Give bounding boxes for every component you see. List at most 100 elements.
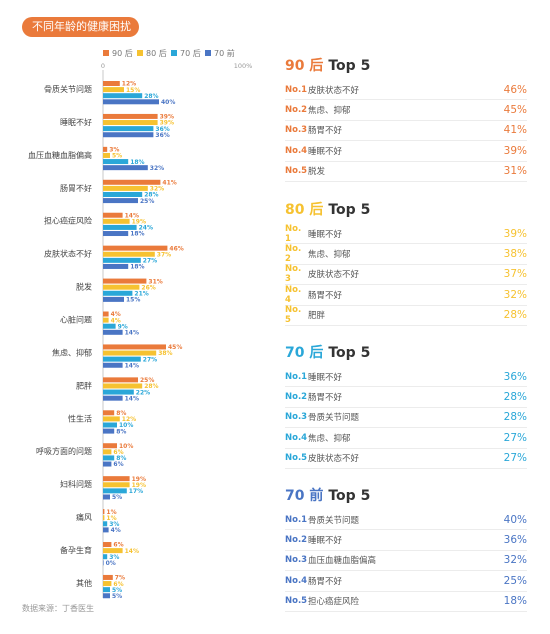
rank-number: No.4 [285, 145, 308, 156]
ranking-row: No.5 脱发 31% [285, 162, 527, 182]
rank-number: No.1 [285, 84, 308, 95]
bar-value-label: 14% [125, 330, 139, 337]
bar [103, 494, 110, 500]
rank-number: No. 2 [285, 244, 302, 265]
bar [103, 377, 138, 383]
rank-number: No.3 [285, 555, 308, 566]
bar-value-label: 25% [140, 377, 154, 384]
bar-value-label: 12% [122, 81, 136, 88]
x-axis-tick-label: 0 [101, 62, 105, 70]
rank-number: No. 5 [285, 305, 302, 326]
bar-value-label: 19% [132, 482, 146, 489]
legend-swatch [171, 50, 177, 56]
bar [103, 191, 143, 197]
rank-item-name: 骨质关节问题 [308, 515, 360, 526]
bar-value-label: 14% [125, 395, 139, 402]
rank-percent: 37% [503, 268, 527, 281]
bar [103, 120, 158, 126]
ranking-title: 70 后 Top 5 [285, 343, 527, 363]
legend-label: 70 后 [180, 48, 201, 58]
ranking-top-label: Top 5 [328, 58, 371, 74]
bar-value-label: 14% [125, 548, 139, 555]
bar [103, 581, 112, 587]
rank-item-name: 睡眠不好 [308, 372, 343, 383]
legend-swatch [205, 50, 211, 56]
rank-percent: 40% [503, 513, 527, 526]
rank-number: No.4 [285, 432, 308, 443]
bar [103, 560, 104, 566]
ranking-row: No.2 肠胃不好 28% [285, 387, 527, 408]
ranking-title: 80 后 Top 5 [285, 200, 527, 220]
ranking-generation: 70 后 [285, 345, 324, 361]
rank-percent: 45% [503, 104, 527, 117]
bar-value-label: 31% [148, 278, 162, 285]
category-label: 睡眠不好 [60, 117, 92, 127]
rank-percent: 25% [503, 574, 527, 587]
bar-value-label: 32% [150, 186, 164, 193]
ranking-row: No.1 骨质关节问题 40% [285, 510, 527, 531]
ranking-generation: 90 后 [285, 58, 324, 74]
rank-item-name: 肠胃不好 [308, 576, 343, 587]
x-axis-tick-label: 100% [234, 62, 253, 70]
bar [103, 455, 115, 461]
category-label: 骨质关节问题 [44, 84, 92, 94]
rank-percent: 18% [503, 595, 527, 608]
category-label: 妇科问题 [60, 479, 92, 489]
ranking-row: No.5 担心癌症风险 18% [285, 592, 527, 612]
rank-item-name: 皮肤状态不好 [308, 454, 360, 465]
rank-number: No. 1 [285, 223, 302, 244]
rank-item-name: 焦虑、抑郁 [308, 250, 351, 261]
ranking-title: 90 后 Top 5 [285, 56, 527, 76]
bar-value-label: 38% [158, 350, 172, 357]
rank-percent: 46% [503, 83, 527, 96]
bar [103, 179, 161, 185]
ranking-generation: 70 前 [285, 488, 324, 504]
bar [103, 212, 123, 218]
bar-value-label: 6% [113, 542, 123, 549]
ranking-row: No. 5 肥胖 28% [285, 305, 527, 326]
rank-item-name: 血压血糖血脂偏高 [308, 556, 377, 567]
bar-value-label: 4% [111, 311, 121, 318]
bar [103, 284, 140, 290]
rank-percent: 39% [503, 144, 527, 157]
bar-chart: 90 后 80 后 70 后 70 前0 100%骨质关节问题12%15%28%40%睡… [28, 48, 253, 600]
bar [103, 126, 154, 132]
bar-value-label: 36% [155, 126, 169, 133]
bar [103, 482, 130, 488]
bar [103, 165, 148, 171]
rank-number: No. 4 [285, 284, 302, 305]
rank-item-name: 肠胃不好 [308, 393, 343, 404]
legend-label: 80 后 [146, 48, 167, 58]
rank-number: No. 3 [285, 264, 302, 285]
ranking-row: No. 1 睡眠不好 39% [285, 223, 527, 245]
data-source-note: 数据来源：丁香医生 [22, 604, 94, 613]
rank-item-name: 睡眠不好 [308, 146, 343, 157]
bar-value-label: 39% [160, 120, 174, 127]
rank-number: No.2 [285, 535, 308, 546]
rank-percent: 28% [503, 411, 527, 424]
ranking-row: No. 3 皮肤状态不好 37% [285, 264, 527, 286]
bar-value-label: 3% [109, 521, 119, 528]
ranking-row: No.3 肠胃不好 41% [285, 121, 527, 142]
rank-number: No.5 [285, 453, 308, 464]
ranking-row: No.3 骨质关节问题 28% [285, 408, 527, 429]
category-label: 担心癌症风险 [44, 216, 92, 226]
bar-value-label: 28% [144, 93, 158, 100]
ranking-row: No.4 睡眠不好 39% [285, 141, 527, 162]
rank-item-name: 脱发 [308, 167, 326, 178]
bar [103, 263, 129, 269]
rank-number: No.1 [285, 514, 308, 525]
bar-value-label: 10% [119, 422, 133, 429]
rank-percent: 38% [503, 248, 527, 261]
bar [103, 383, 143, 389]
bar [103, 132, 154, 138]
bar-value-label: 27% [143, 258, 157, 265]
rank-item-name: 担心癌症风险 [308, 597, 360, 608]
bar [103, 416, 120, 422]
bar-value-label: 28% [144, 383, 158, 390]
bar [103, 389, 134, 395]
rank-item-name: 肠胃不好 [308, 126, 343, 137]
ranking-row: No.1 皮肤状态不好 46% [285, 80, 527, 101]
bar-value-label: 19% [132, 476, 146, 483]
ranking-panel-pre70s: 70 前 Top 5 No.1 骨质关节问题 40% No.2 睡眠不好 36% No.3 血压… [285, 486, 527, 612]
